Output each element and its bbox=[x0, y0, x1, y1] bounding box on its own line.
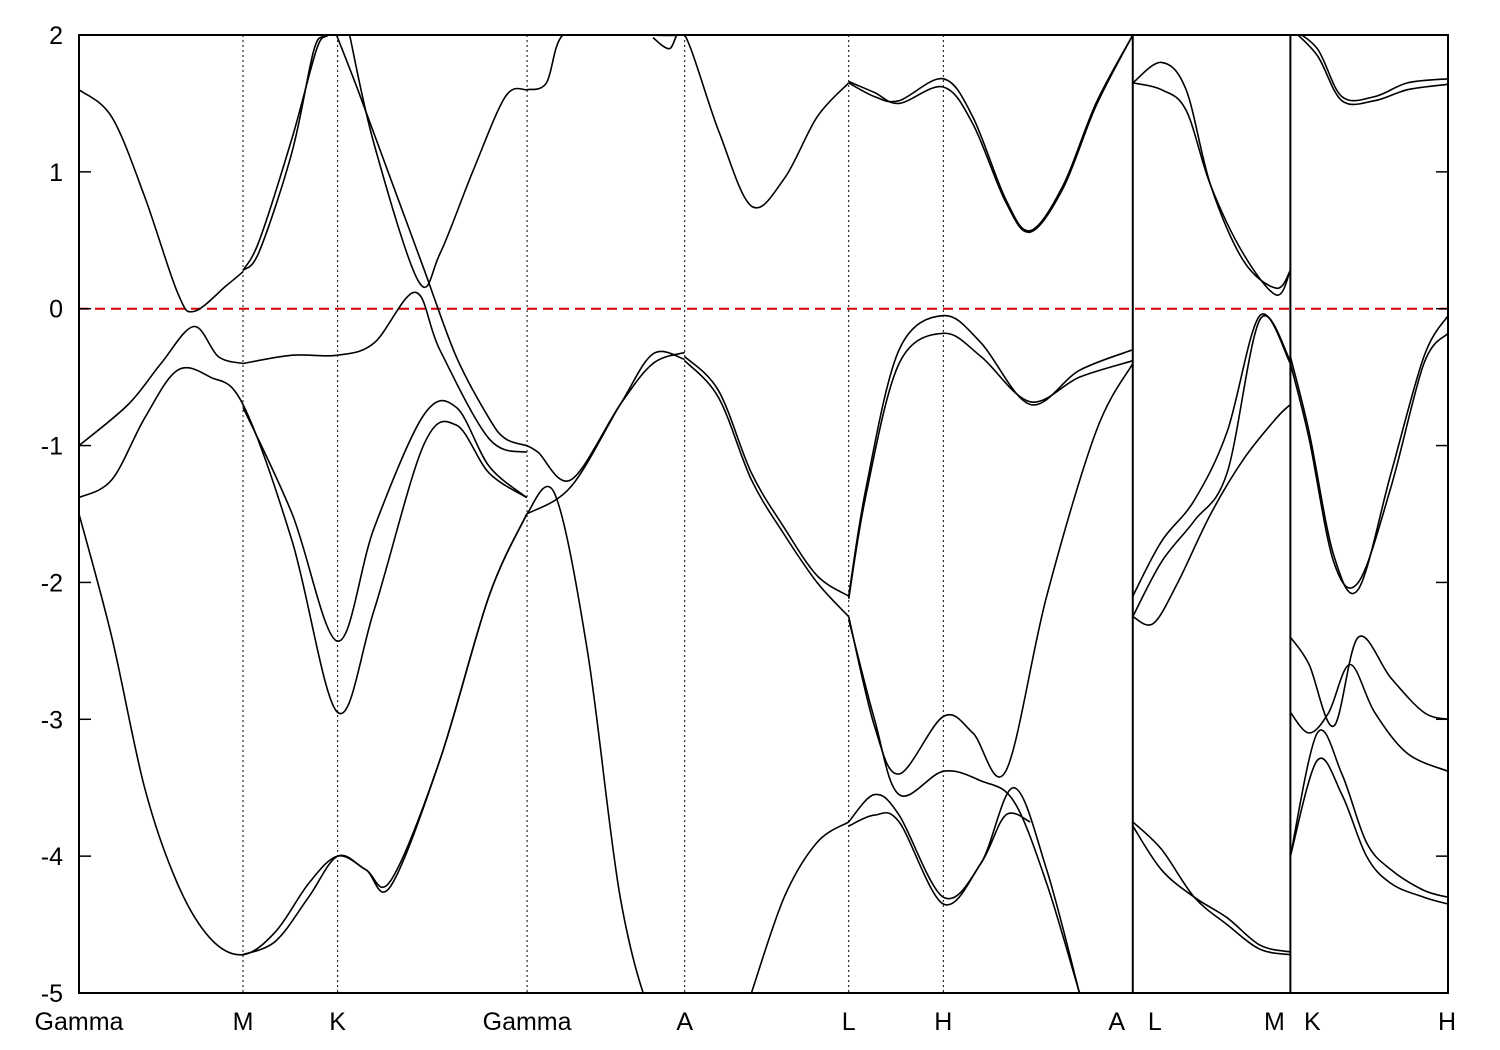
band-line-39 bbox=[1289, 663, 1448, 773]
band-line-29 bbox=[1132, 313, 1292, 597]
x-tick-label-1: M bbox=[233, 1008, 254, 1036]
plot-frame bbox=[78, 34, 1449, 994]
band-line-30 bbox=[1132, 315, 1292, 617]
x-axis: Gamma M K Gamma A L H A L M K H bbox=[35, 1008, 1456, 1036]
x-tick-label-4: A bbox=[676, 1008, 693, 1036]
band-line-20 bbox=[848, 35, 1134, 234]
band-line-0 bbox=[79, 89, 244, 313]
band-line-14 bbox=[526, 485, 645, 993]
band-line-8 bbox=[242, 399, 528, 643]
band-line-27 bbox=[1132, 61, 1292, 290]
x-tick-label-11: H bbox=[1438, 1008, 1456, 1036]
kpath-vertical-lines bbox=[242, 35, 1292, 993]
band-line-37 bbox=[1289, 332, 1448, 589]
band-line-16 bbox=[684, 356, 850, 597]
x-tick-label-6: H bbox=[934, 1008, 952, 1036]
band-line-28 bbox=[1132, 82, 1292, 296]
band-line-2 bbox=[242, 35, 327, 272]
y-tick-label-3: -1 bbox=[41, 433, 63, 461]
band-line-22 bbox=[847, 332, 1134, 600]
band-line-26 bbox=[848, 811, 1031, 906]
y-tick-label-0: 2 bbox=[49, 22, 63, 50]
y-tick-label-4: -2 bbox=[41, 569, 63, 597]
x-tick-label-3: Gamma bbox=[483, 1008, 572, 1036]
y-tick-label-5: -3 bbox=[41, 706, 63, 734]
y-axis: 2 1 0 -1 -2 -3 -4 -5 bbox=[41, 22, 1448, 1008]
band-line-31 bbox=[1132, 403, 1291, 626]
band-line-3 bbox=[335, 35, 528, 447]
y-tick-label-7: -5 bbox=[41, 980, 63, 1008]
x-tick-label-10: K bbox=[1304, 1008, 1321, 1036]
band-line-5 bbox=[242, 291, 528, 454]
x-tick-label-9: M bbox=[1264, 1008, 1285, 1036]
band-line-10 bbox=[242, 513, 528, 956]
band-line-41 bbox=[1289, 757, 1448, 905]
band-line-24 bbox=[847, 619, 1081, 993]
band-line-21 bbox=[847, 314, 1134, 597]
y-tick-label-6: -4 bbox=[41, 843, 63, 871]
band-line-13 bbox=[526, 350, 685, 515]
x-tick-label-8: L bbox=[1148, 1008, 1162, 1036]
band-line-6 bbox=[79, 325, 244, 447]
y-tick-label-1: 1 bbox=[49, 159, 63, 187]
band-line-34 bbox=[1300, 35, 1448, 102]
band-line-32 bbox=[1132, 821, 1291, 956]
band-line-17 bbox=[684, 360, 850, 618]
band-line-1 bbox=[242, 35, 330, 271]
band-line-12 bbox=[526, 351, 685, 482]
band-line-36 bbox=[1289, 315, 1448, 595]
x-tick-label-2: K bbox=[329, 1008, 346, 1036]
band-line-19 bbox=[848, 35, 1134, 232]
band-line-38 bbox=[1289, 635, 1448, 727]
x-tick-label-0: Gamma bbox=[35, 1008, 124, 1036]
band-line-11 bbox=[526, 35, 685, 91]
band-line-7 bbox=[79, 366, 528, 715]
x-tick-label-5: L bbox=[842, 1008, 856, 1036]
y-tick-label-2: 0 bbox=[49, 296, 63, 324]
band-line-18 bbox=[750, 821, 850, 993]
band-line-33 bbox=[1132, 825, 1291, 953]
band-line-23 bbox=[847, 363, 1134, 778]
band-line-15 bbox=[652, 35, 850, 209]
x-tick-label-7: A bbox=[1108, 1008, 1125, 1036]
band-line-4 bbox=[348, 35, 528, 289]
band-line-35 bbox=[1296, 35, 1448, 106]
band-lines bbox=[79, 35, 1448, 993]
band-line-40 bbox=[1289, 729, 1448, 898]
